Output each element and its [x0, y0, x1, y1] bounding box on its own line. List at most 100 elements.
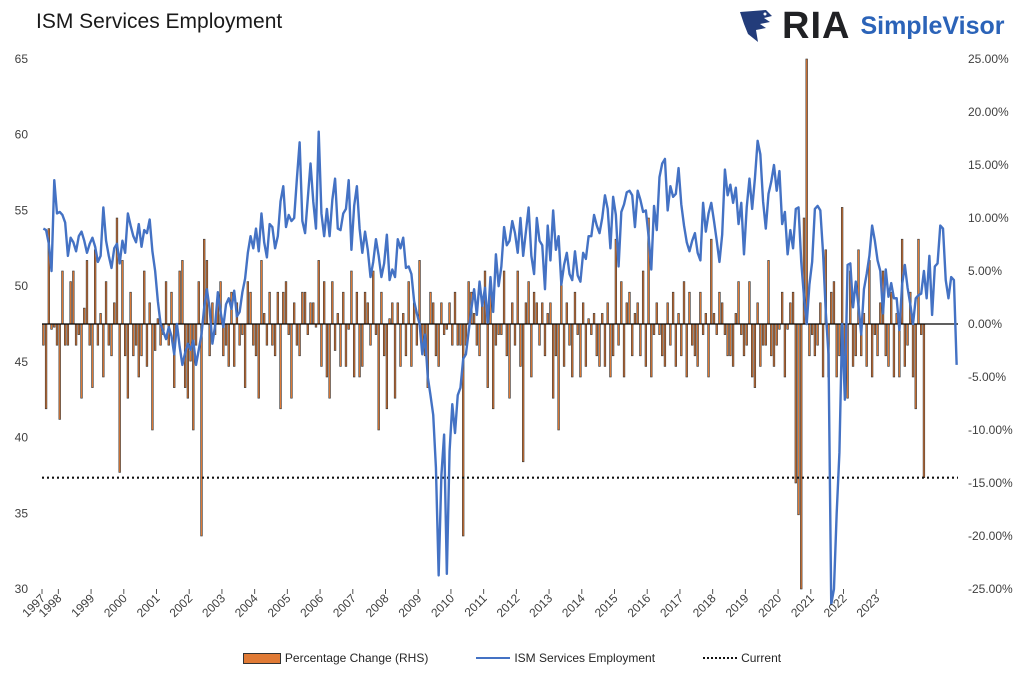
percentage-change-bar [96, 323, 100, 346]
x-tick-label: 2017 [657, 591, 686, 620]
percentage-change-bar [407, 281, 410, 325]
percentage-change-bar [350, 270, 353, 325]
percentage-change-bar [224, 323, 228, 346]
percentage-change-bar [751, 323, 754, 378]
percentage-change-bar [118, 323, 121, 473]
percentage-change-bar [832, 281, 836, 325]
percentage-change-bar [347, 323, 350, 330]
percentage-change-bar [644, 323, 648, 367]
percentage-change-bar [696, 323, 699, 367]
percentage-change-bar [164, 281, 168, 325]
percentage-change-bar [598, 323, 601, 367]
percentage-change-bar [249, 291, 252, 325]
percentage-change-bar [661, 323, 664, 357]
x-tick-label: 2003 [199, 591, 228, 620]
percentage-change-bar [636, 302, 639, 325]
percentage-change-bar [868, 260, 871, 325]
percentage-change-bar [104, 281, 108, 325]
percentage-change-bar [301, 291, 304, 325]
percentage-change-bar [502, 270, 506, 325]
percentage-change-bar [543, 323, 547, 357]
percentage-change-bar [58, 323, 61, 420]
x-tick-label: 2011 [462, 591, 490, 619]
percentage-change-bar [884, 323, 887, 357]
x-tick-label: 2018 [690, 591, 719, 620]
percentage-change-bar [284, 281, 288, 325]
percentage-change-bar [562, 323, 566, 367]
percentage-change-bar [74, 323, 78, 346]
percentage-change-bar [451, 323, 454, 346]
percentage-change-bar [879, 302, 882, 325]
right-tick-label: -20.00% [968, 529, 1013, 543]
percentage-change-bar [88, 323, 91, 346]
percentage-change-bar [898, 323, 901, 378]
percentage-change-bar [620, 281, 623, 325]
percentage-change-bar [331, 281, 334, 325]
percentage-change-bar [745, 323, 748, 346]
simplevisor-wordmark: SimpleVisor [860, 11, 1005, 40]
eagle-icon [740, 10, 772, 42]
x-tick-label: 2002 [167, 591, 196, 620]
percentage-change-bar [440, 302, 443, 325]
percentage-change-bar [369, 323, 372, 346]
percentage-change-bar [914, 323, 917, 410]
percentage-change-bar [295, 323, 299, 346]
percentage-change-bar [148, 302, 151, 325]
percentage-change-bar [650, 323, 653, 378]
percentage-change-bar [639, 323, 642, 357]
ria-wordmark: RIA [782, 4, 851, 47]
percentage-change-bar [911, 323, 915, 378]
percentage-change-bar [456, 323, 459, 346]
percentage-change-bar [674, 323, 677, 367]
percentage-change-bar [652, 323, 656, 335]
percentage-change-bar [519, 323, 522, 367]
percentage-change-bar [402, 313, 405, 325]
percentage-change-bar [693, 323, 697, 357]
chart-title: ISM Services Employment [36, 10, 283, 33]
percentage-change-bar [287, 323, 290, 335]
percentage-change-bar [892, 323, 896, 378]
percentage-change-bar [374, 323, 378, 335]
left-tick-label: 50 [15, 279, 29, 293]
percentage-change-bar [194, 323, 198, 346]
percentage-change-bar [584, 323, 588, 367]
percentage-change-bar [472, 313, 476, 325]
percentage-change-bar [775, 323, 778, 346]
percentage-change-bar [549, 302, 552, 325]
x-tick-label: 2021 [788, 591, 817, 620]
percentage-change-bar [505, 323, 508, 357]
right-tick-label: -15.00% [968, 476, 1013, 490]
percentage-change-bar [366, 302, 369, 325]
x-tick-label: 2022 [821, 591, 850, 620]
percentage-change-bar [497, 323, 500, 335]
percentage-change-bar [257, 323, 260, 399]
right-tick-label: 20.00% [968, 105, 1009, 119]
percentage-change-bar [432, 302, 435, 325]
percentage-change-bar [42, 323, 45, 346]
x-tick-label: 2008 [363, 591, 392, 620]
percentage-change-bar [770, 323, 773, 357]
percentage-change-bar [358, 323, 361, 378]
percentage-change-bar [701, 323, 705, 335]
percentage-change-bar [890, 291, 893, 325]
percentage-change-bar [565, 302, 568, 325]
percentage-change-bar [840, 207, 844, 325]
percentage-change-bar [404, 323, 408, 357]
percentage-change-bar [290, 323, 293, 399]
percentage-change-bar [876, 323, 879, 357]
x-tick-label: 2016 [625, 591, 654, 620]
percentage-change-bar [527, 281, 530, 325]
percentage-change-bar [361, 323, 364, 367]
percentage-change-bar [666, 302, 669, 325]
x-tick-label: 2000 [101, 591, 130, 620]
percentage-change-bar [282, 291, 285, 325]
right-tick-label: 0.00% [968, 317, 1002, 331]
percentage-change-bar [729, 323, 732, 357]
percentage-change-bar [748, 281, 751, 325]
percentage-change-bar [838, 323, 841, 357]
percentage-change-bar [641, 270, 645, 325]
percentage-change-bar [786, 323, 789, 330]
percentage-change-bar [50, 323, 53, 330]
percentage-change-bar [243, 323, 247, 388]
